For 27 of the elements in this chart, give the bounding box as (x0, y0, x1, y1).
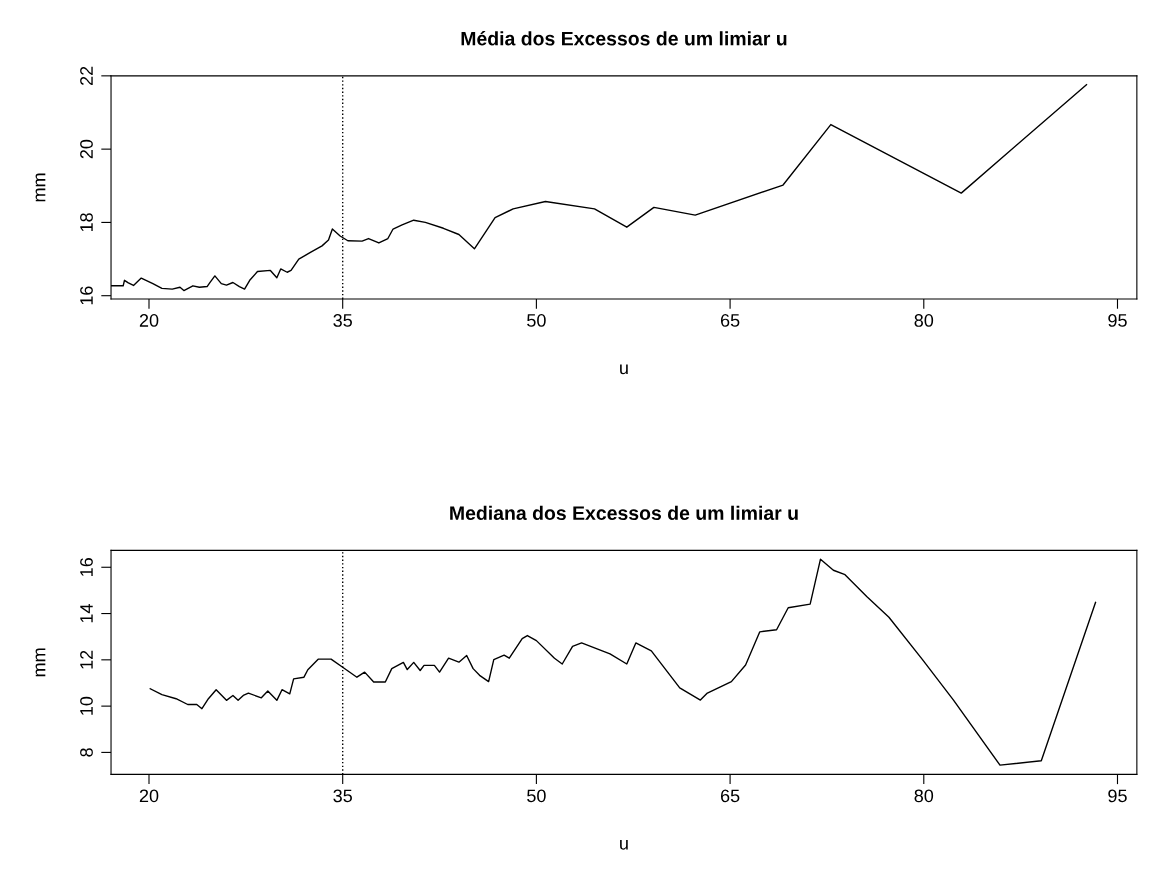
x-axis-title: u (620, 364, 628, 375)
y-tick-label: 20 (80, 139, 93, 159)
y-tick-label: 18 (80, 213, 93, 232)
x-tick-label: 95 (1108, 314, 1127, 327)
x-tick-label: 35 (333, 314, 352, 327)
y-axis-title: mm (35, 173, 46, 202)
y-tick-label: 10 (80, 696, 93, 715)
x-tick-label: 20 (139, 314, 159, 327)
y-tick-label: 16 (80, 558, 93, 576)
y-tick-label: 8 (80, 748, 93, 757)
y-tick-label: 12 (80, 650, 93, 669)
x-tick-label: 35 (333, 789, 352, 803)
x-tick-label: 50 (527, 314, 546, 327)
chart-title: Média dos Excessos de um limiar u (461, 31, 787, 46)
x-axis-title: u (620, 839, 628, 850)
x-tick-label: 65 (720, 314, 740, 327)
y-tick-label: 14 (80, 604, 93, 623)
y-tick-label: 22 (80, 66, 93, 85)
x-tick-label: 95 (1108, 789, 1127, 803)
chart-title: Mediana dos Excessos de um limiar u (450, 505, 798, 520)
x-tick-label: 50 (527, 789, 546, 803)
y-tick-label: 16 (80, 286, 93, 305)
x-tick-label: 80 (914, 789, 934, 803)
y-axis-title: mm (35, 648, 46, 677)
x-tick-label: 80 (914, 314, 934, 327)
x-tick-label: 20 (139, 789, 159, 803)
x-tick-label: 65 (720, 789, 740, 803)
